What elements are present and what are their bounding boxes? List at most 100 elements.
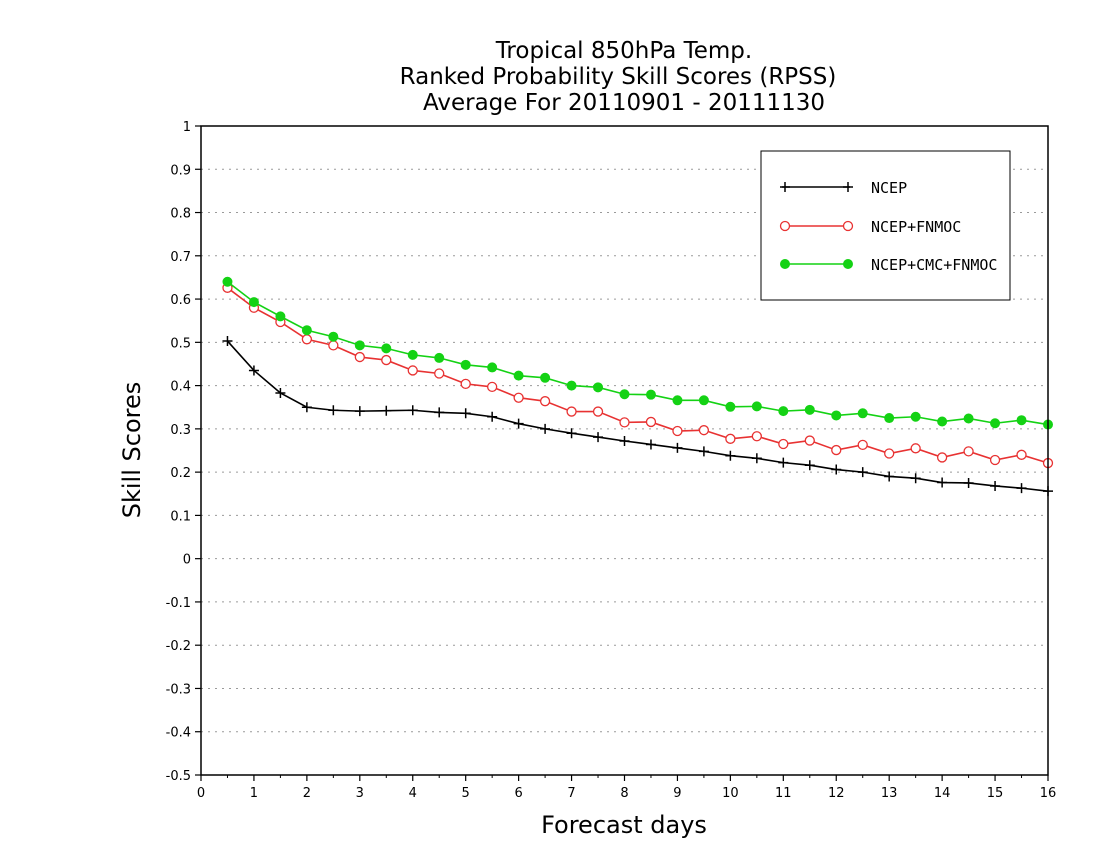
data-point [645, 416, 657, 428]
y-tick-label: 0.9 [170, 163, 191, 178]
y-tick-label: -0.1 [166, 596, 191, 611]
y-tick-label: 0.8 [170, 207, 191, 222]
data-point [831, 464, 842, 475]
legend-swatch-marker [843, 259, 853, 269]
data-point [698, 425, 710, 436]
series-ncep-fnmoc [222, 282, 1054, 469]
data-point [963, 477, 974, 488]
data-point [672, 425, 683, 437]
data-point [460, 408, 471, 419]
legend-label: NCEP+FNMOC [871, 218, 961, 236]
data-point [910, 473, 921, 484]
data-point [328, 340, 339, 351]
data-point [751, 453, 762, 464]
legend-swatch-marker [780, 259, 790, 269]
x-tick-label: 11 [775, 786, 792, 801]
x-tick-label: 9 [673, 786, 681, 801]
data-point [804, 435, 815, 446]
y-tick-label: -0.5 [166, 769, 191, 784]
legend-label: NCEP [871, 179, 907, 197]
data-point [566, 380, 577, 391]
data-point [778, 406, 789, 417]
data-point [884, 448, 895, 459]
x-tick-label: 2 [303, 786, 311, 801]
x-tick-label: 5 [462, 786, 470, 801]
series-line [226, 340, 1049, 492]
y-tick-label: 1 [183, 120, 191, 135]
data-point [434, 407, 445, 418]
data-point [381, 343, 392, 354]
data-point [487, 411, 498, 422]
data-point [778, 457, 789, 468]
data-point [751, 401, 762, 412]
legend: NCEP NCEP+FNMOC NCEP+CMC+FNMOC [760, 150, 1011, 301]
series-ncep-cmc-fnmoc [222, 276, 1053, 430]
data-point [593, 432, 604, 443]
chart-title-line-3: Average For 20110901 - 20111130 [423, 90, 825, 116]
chart-title: Tropical 850hPa Temp. Ranked Probability… [400, 38, 837, 116]
data-point [593, 382, 604, 393]
data-point [354, 406, 365, 417]
data-point [936, 452, 948, 463]
data-point [222, 276, 233, 287]
data-point [381, 405, 392, 416]
y-tick-label: -0.3 [166, 682, 191, 697]
data-point [990, 480, 1001, 491]
data-point [672, 442, 683, 453]
data-point [619, 417, 630, 428]
data-point [248, 297, 259, 308]
data-point [540, 423, 551, 434]
legend-swatch-marker [780, 182, 790, 192]
data-point [513, 392, 524, 403]
data-point [990, 418, 1001, 429]
y-tick-label: 0.6 [170, 293, 191, 308]
data-point [328, 331, 339, 342]
grid-lines [201, 168, 1048, 733]
y-tick-label: 0.2 [170, 466, 191, 481]
data-point [566, 428, 577, 439]
data-point [672, 395, 683, 406]
x-tick-label: 7 [567, 786, 575, 801]
data-point [513, 370, 524, 381]
x-axis-ticks: 0 1 2 3 4 5 6 7 8 9 10 11 12 13 14 15 16 [197, 775, 1056, 801]
plot-frame [200, 125, 1049, 776]
x-tick-label: 13 [881, 786, 898, 801]
y-tick-label: 0.1 [170, 509, 191, 524]
data-point [275, 311, 286, 322]
y-axis-ticks: -0.5 -0.4 -0.3 -0.2 -0.1 0 0.1 0.2 0.3 0.4 0.5 0.6 0… [166, 120, 201, 784]
data-point [937, 477, 948, 488]
data-point [460, 359, 471, 370]
data-point [804, 404, 815, 415]
data-point [301, 325, 312, 336]
y-tick-label: -0.4 [166, 726, 191, 741]
chart-title-line-1: Tropical 850hPa Temp. [495, 38, 752, 64]
legend-swatch-marker [779, 220, 791, 232]
data-point [539, 396, 551, 407]
data-point [275, 387, 286, 398]
data-point [222, 336, 233, 347]
x-tick-label: 1 [250, 786, 258, 801]
data-point [884, 471, 895, 482]
legend-label: NCEP+CMC+FNMOC [871, 256, 997, 274]
data-point [725, 450, 736, 461]
series-ncep [222, 336, 1053, 497]
data-point [804, 460, 815, 471]
data-point [566, 406, 577, 417]
data-point [831, 444, 842, 456]
legend-swatch-marker [842, 220, 854, 232]
data-point [857, 467, 868, 478]
data-point [857, 408, 868, 419]
data-point [778, 438, 789, 450]
y-tick-label: 0.4 [170, 380, 191, 395]
x-tick-label: 3 [356, 786, 364, 801]
data-point [910, 411, 921, 422]
y-tick-label: -0.2 [166, 639, 191, 654]
x-tick-label: 15 [987, 786, 1004, 801]
data-point [434, 368, 445, 379]
x-tick-label: 6 [514, 786, 522, 801]
chart-title-line-2: Ranked Probability Skill Scores (RPSS) [400, 64, 837, 90]
data-point [248, 365, 259, 376]
x-tick-label: 14 [934, 786, 951, 801]
data-point [354, 340, 365, 351]
